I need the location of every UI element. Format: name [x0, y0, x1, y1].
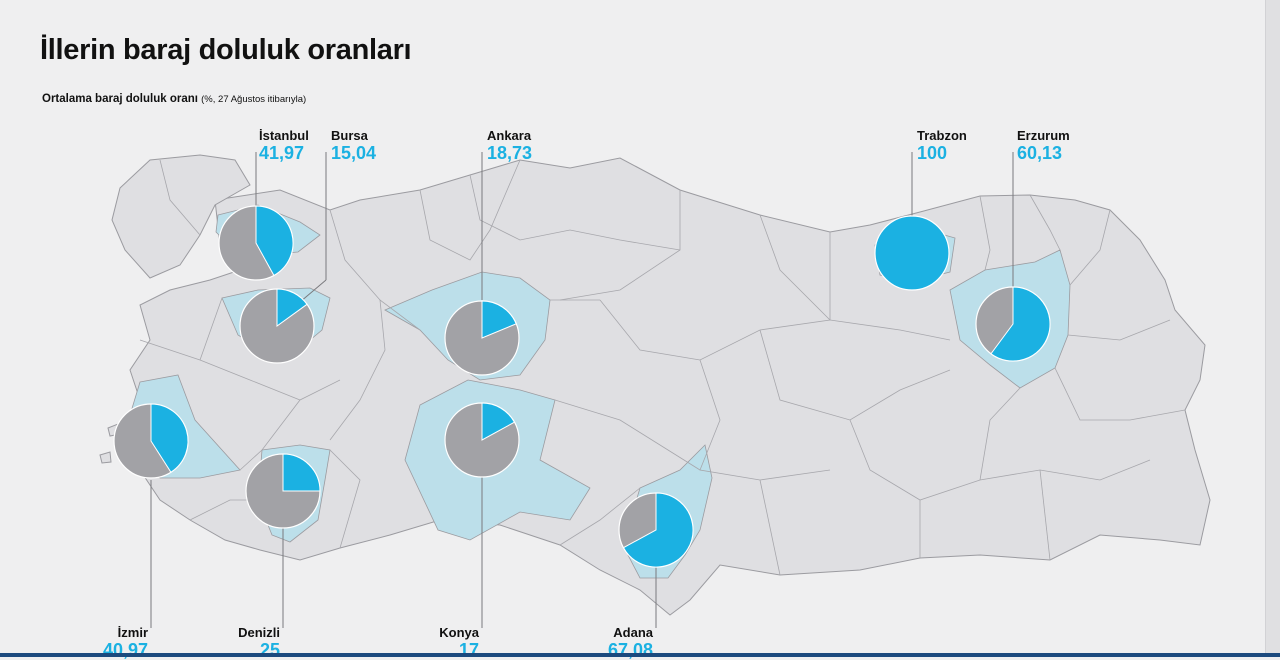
subtitle-main: Ortalama baraj doluluk oranı [42, 93, 198, 105]
thrace-outline [111, 154, 251, 279]
city-name: Adana [613, 625, 653, 640]
city-value: 100 [917, 143, 948, 163]
pie-filled-slice [255, 205, 294, 277]
city-name: Trabzon [917, 128, 967, 143]
pie-filled-slice [276, 288, 308, 327]
label-erzurum: Erzurum 60,13 [1017, 129, 1070, 162]
pie-istanbul [218, 205, 294, 281]
pie-filled-slice [481, 300, 517, 339]
city-name: Bursa [331, 128, 368, 143]
pie-filled-slice [990, 286, 1051, 362]
city-value: 15,04 [331, 143, 377, 163]
leader-lines [150, 152, 1014, 628]
bottom-frame-bar [0, 653, 1280, 657]
label-istanbul: İstanbul 41,97 [259, 129, 309, 162]
pie-ankara [444, 300, 520, 376]
pie-bursa [239, 288, 315, 364]
city-value: 18,73 [487, 143, 533, 163]
city-value: 60,13 [1017, 143, 1063, 163]
label-bursa: Bursa 15,04 [331, 129, 376, 162]
label-trabzon: Trabzon 100 [917, 129, 967, 162]
subtitle-note: (%, 27 Ağustos itibarıyla) [201, 94, 307, 105]
pie-konya [444, 402, 520, 478]
pie-filled-slice [481, 402, 516, 441]
pie-charts [113, 205, 1051, 568]
island [99, 451, 112, 464]
pie-filled-slice [282, 453, 321, 492]
city-name: Konya [439, 625, 479, 640]
right-scrollbar-frame [1265, 0, 1280, 657]
city-name: Ankara [487, 128, 532, 143]
pie-adana [618, 492, 694, 568]
pie-trabzon [874, 215, 950, 291]
label-ankara: Ankara 18,73 [487, 129, 532, 162]
province-borders [139, 159, 1186, 576]
pie-izmir [113, 403, 189, 479]
city-name: İstanbul [259, 128, 309, 143]
city-name: Denizli [238, 625, 280, 640]
city-name: İzmir [117, 625, 148, 640]
pie-erzurum [975, 286, 1051, 362]
pie-empty-slice [874, 215, 950, 291]
pie-denizli [245, 453, 321, 529]
page-subtitle: Ortalama baraj doluluk oranı (%, 27 Ağus… [42, 93, 306, 105]
city-name: Erzurum [1017, 128, 1070, 143]
page-title: İllerin baraj doluluk oranları [40, 34, 412, 66]
pie-filled-slice [622, 492, 694, 568]
city-value: 41,97 [259, 143, 305, 163]
pie-filled-slice [150, 403, 189, 473]
